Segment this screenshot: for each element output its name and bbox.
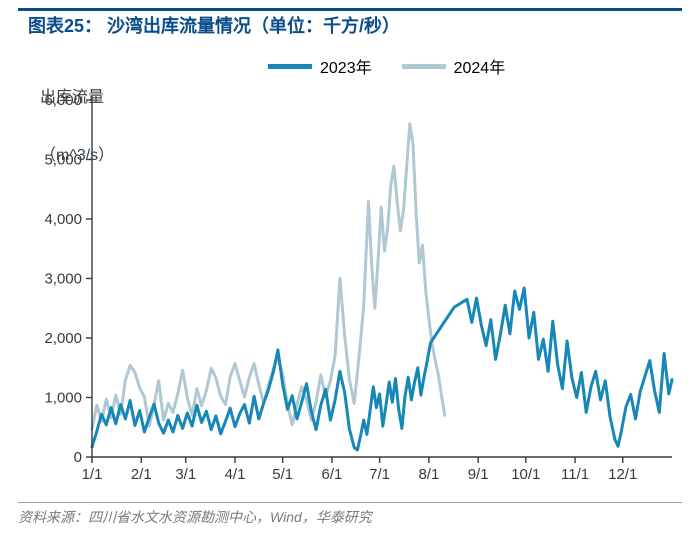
line-chart-svg: 01,0002,0003,0004,0005,0006,0001/12/13/1… xyxy=(18,44,682,491)
y-axis-label-line2: （m^3/s） xyxy=(40,146,114,165)
source-text: 资料来源：四川省水文水资源勘测中心，Wind，华泰研究 xyxy=(18,507,682,527)
svg-text:8/1: 8/1 xyxy=(418,466,439,483)
legend: 2023年 2024年 xyxy=(268,54,505,78)
svg-text:10/1: 10/1 xyxy=(511,466,540,483)
footer: 资料来源：四川省水文水资源勘测中心，Wind，华泰研究 xyxy=(18,502,682,527)
svg-text:11/1: 11/1 xyxy=(561,466,589,483)
figure-title: 图表25： 沙湾出库流量情况（单位：千方/秒） xyxy=(28,12,400,38)
svg-text:1/1: 1/1 xyxy=(82,466,103,483)
y-axis-label: 出库流量 （m^3/s） xyxy=(40,50,114,204)
svg-text:2/1: 2/1 xyxy=(131,466,152,483)
svg-text:4/1: 4/1 xyxy=(225,466,246,483)
title-main: 沙湾出库流量情况（单位：千方/秒） xyxy=(107,12,400,38)
svg-text:7/1: 7/1 xyxy=(369,466,390,483)
svg-text:0: 0 xyxy=(74,449,82,466)
svg-text:6/1: 6/1 xyxy=(322,466,343,483)
svg-text:1,000: 1,000 xyxy=(44,390,82,407)
svg-text:12/1: 12/1 xyxy=(608,466,637,483)
legend-label-2024: 2024年 xyxy=(454,54,506,78)
svg-text:2,000: 2,000 xyxy=(44,330,82,347)
legend-swatch-2024 xyxy=(402,64,446,69)
svg-text:5/1: 5/1 xyxy=(272,466,293,483)
series-2024年 xyxy=(92,124,445,429)
legend-item-2023: 2023年 xyxy=(268,54,372,78)
legend-swatch-2023 xyxy=(268,64,312,69)
svg-text:3,000: 3,000 xyxy=(44,271,82,288)
svg-text:9/1: 9/1 xyxy=(468,466,489,483)
figure-frame: 图表25： 沙湾出库流量情况（单位：千方/秒） 出库流量 （m^3/s） 202… xyxy=(0,0,700,535)
bottom-rule xyxy=(18,502,682,503)
y-axis-label-line1: 出库流量 xyxy=(40,88,114,107)
title-prefix: 图表25： xyxy=(28,12,102,38)
legend-item-2024: 2024年 xyxy=(402,54,506,78)
svg-text:4,000: 4,000 xyxy=(44,211,82,228)
legend-label-2023: 2023年 xyxy=(320,54,372,78)
series-2023年 xyxy=(92,288,672,450)
svg-text:3/1: 3/1 xyxy=(175,466,196,483)
chart-area: 出库流量 （m^3/s） 2023年 2024年 0 1,000 2,000 3,00… xyxy=(18,44,682,491)
top-rule xyxy=(18,8,682,11)
